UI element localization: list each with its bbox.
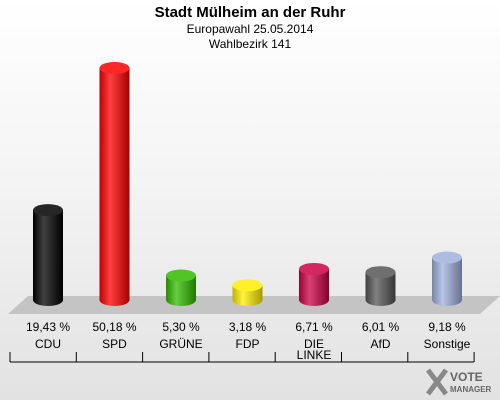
category-label-gr-ne: GRÜNE	[159, 337, 202, 351]
value-label-afd: 6,01 %	[362, 320, 400, 334]
category-axis	[9, 352, 475, 363]
category-label-afd: AfD	[370, 337, 390, 351]
page-title: Stadt Mülheim an der Ruhr	[154, 4, 346, 21]
category-label-die-linke-2: LINKE	[297, 348, 332, 362]
category-label-die-linke-1: DIE	[304, 337, 324, 351]
category-label-sonstige: Sonstige	[424, 337, 471, 351]
logo-text-manager: MANAGER	[450, 385, 492, 394]
value-label-spd: 50,18 %	[92, 320, 136, 334]
category-label-fdp: FDP	[236, 337, 260, 351]
district-label: Wahlbezirk 141	[208, 37, 292, 51]
logo-text-vote: VOTE	[450, 370, 483, 384]
vote-manager-logo: VOTE MANAGER	[426, 368, 492, 396]
bar-cap-spd	[99, 62, 130, 74]
labels-group: 19,43 % CDU 50,18 % SPD 5,30 % GRÜNE 3,18 % FDP…	[26, 320, 471, 362]
bar-sonstige	[432, 257, 462, 306]
bar-cap-die-linke	[299, 262, 329, 275]
bar-cap-fdp	[232, 279, 263, 292]
page-subtitle: Europawahl 25.05.2014	[186, 22, 314, 36]
value-label-die-linke: 6,71 %	[295, 320, 333, 334]
bar-die-linke	[299, 268, 329, 306]
logo-cross-icon	[426, 368, 448, 396]
category-label-spd: SPD	[102, 337, 127, 351]
value-label-sonstige: 9,18 %	[428, 320, 466, 334]
category-label-cdu: CDU	[35, 337, 61, 351]
bar-cap-cdu	[33, 204, 63, 217]
bar-spd	[99, 68, 130, 306]
bar-gr-ne	[166, 275, 196, 306]
bar-cap-sonstige	[432, 251, 462, 264]
bars-group	[33, 62, 462, 306]
bar-cdu	[33, 210, 63, 306]
bar-cap-gr-ne	[166, 269, 196, 282]
value-label-gr-ne: 5,30 %	[162, 320, 200, 334]
bar-cap-afd	[365, 266, 396, 279]
value-label-fdp: 3,18 %	[229, 320, 267, 334]
bar-afd	[365, 272, 396, 306]
value-label-cdu: 19,43 %	[26, 320, 70, 334]
